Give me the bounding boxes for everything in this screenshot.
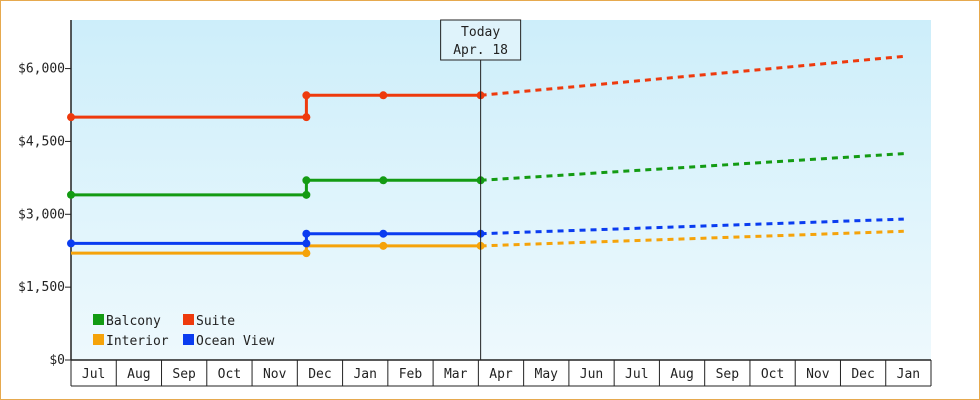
today-date: Apr. 18 — [453, 43, 508, 58]
data-point-ocean-view — [67, 239, 75, 248]
x-tick-label: Aug — [670, 367, 693, 382]
data-point-ocean-view — [302, 229, 311, 238]
data-point-suite — [67, 113, 75, 122]
forecast-line-balcony — [480, 152, 904, 182]
legend-label-suite: Suite — [196, 314, 235, 329]
x-axis: Jul Aug Sep Oct Nov Dec Jan Feb Mar Apr May Jun Jul A… — [70, 359, 932, 387]
data-point-ocean-view — [379, 229, 388, 238]
series-ocean-view — [67, 217, 904, 248]
x-tick-label: Oct — [218, 367, 241, 382]
y-axis: $0 $1,500 $3,000 $4,500 $6,000 — [18, 20, 72, 368]
legend: Balcony Suite Interior Ocean View — [93, 314, 274, 349]
today-label: Today — [461, 25, 500, 40]
x-tick-label: Nov — [263, 367, 287, 382]
data-point-balcony — [302, 190, 311, 199]
forecast-line-interior — [480, 229, 904, 248]
data-point-interior — [379, 241, 388, 250]
forecast-line-suite — [480, 54, 904, 97]
data-point-suite — [302, 113, 311, 122]
x-tick-label: Apr — [489, 367, 513, 382]
legend-swatch-suite — [183, 314, 194, 325]
y-tick-label: $1,500 — [18, 280, 65, 295]
today-box — [440, 19, 522, 61]
legend-swatch-ocean-view — [183, 334, 194, 345]
x-tick-label: May — [535, 367, 559, 382]
y-tick-label: $4,500 — [18, 134, 65, 149]
x-tick-label: Jun — [580, 367, 603, 382]
x-tick-label: Mar — [444, 367, 468, 382]
x-tick-label: Nov — [806, 367, 830, 382]
legend-label-interior: Interior — [106, 334, 169, 349]
data-point-interior — [302, 249, 311, 258]
series-suite — [67, 54, 904, 122]
data-point-balcony — [302, 176, 311, 185]
legend-swatch-interior — [93, 334, 104, 345]
data-point-suite — [302, 91, 311, 100]
legend-label-balcony: Balcony — [106, 314, 161, 329]
x-tick-label: Sep — [716, 367, 740, 382]
series-layer — [67, 54, 904, 258]
x-tick-label: Sep — [172, 367, 196, 382]
forecast-line-ocean-view — [480, 217, 904, 236]
x-tick-label: Feb — [399, 367, 423, 382]
y-tick-label: $6,000 — [18, 62, 65, 77]
x-tick-label: Jul — [82, 367, 105, 382]
data-point-suite — [379, 91, 388, 100]
data-point-ocean-view — [302, 239, 311, 248]
x-tick-label: Oct — [761, 367, 784, 382]
y-tick-label: $3,000 — [18, 207, 65, 222]
today-marker: Today Apr. 18 — [440, 19, 522, 360]
data-point-balcony — [67, 190, 75, 199]
x-tick-label: Dec — [851, 367, 874, 382]
y-tick-label: $0 — [49, 353, 65, 368]
legend-label-ocean-view: Ocean View — [196, 334, 274, 349]
x-tick-label: Dec — [308, 367, 331, 382]
x-tick-label: Jan — [897, 367, 920, 382]
data-point-balcony — [379, 176, 388, 185]
plot-area — [71, 20, 931, 360]
x-tick-label: Aug — [127, 367, 150, 382]
x-tick-label: Jan — [353, 367, 376, 382]
x-tick-label: Jul — [625, 367, 648, 382]
series-balcony — [67, 152, 904, 199]
legend-swatch-balcony — [93, 314, 104, 325]
